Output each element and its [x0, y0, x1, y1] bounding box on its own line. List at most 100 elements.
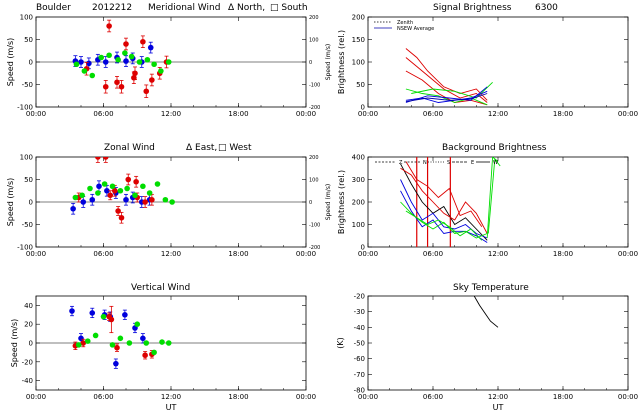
vertical-title: Vertical Wind [131, 283, 190, 293]
meridional-point [102, 83, 109, 90]
background-xtick-label: 00:00 [358, 250, 378, 258]
zonal-point [80, 199, 87, 205]
zonal-right-ytick-label: 0 [309, 200, 312, 206]
meridional-point [165, 59, 172, 65]
background-ytick-label: 100 [352, 221, 365, 229]
meridional-point [89, 72, 96, 79]
meridional-point [147, 44, 154, 51]
meridional-ylabel: Speed (m/s) [6, 38, 15, 87]
background-ytick-label: 400 [352, 154, 365, 162]
background-brightness-panel: Background Brightness Brightness (rel.) … [337, 143, 638, 258]
background-marks [400, 157, 501, 247]
signal-ytick-label: 150 [352, 36, 365, 44]
vertical-point [69, 308, 75, 314]
background-ytick-label: 0 [361, 244, 365, 252]
zonal-point [111, 187, 118, 194]
vertical-xtick-label: 18:00 [228, 393, 248, 401]
meridional-point [115, 56, 121, 63]
sky-plot-area: 00:00 06:00 12:00 18:00 00:00-80-70-60-50-40… [354, 293, 639, 402]
background-ytick-label: 200 [352, 199, 365, 207]
background-frame [367, 156, 629, 248]
zonal-point [79, 192, 85, 199]
vertical-point [84, 338, 91, 344]
legend-s-label: S [447, 160, 450, 166]
meridional-xtick-label: 00:00 [296, 110, 316, 118]
zonal-ytick-label: 0 [29, 199, 33, 207]
meridional-point [106, 23, 112, 29]
zonal-point [124, 185, 130, 192]
vertical-marks [69, 305, 172, 369]
signal-series-line [411, 81, 493, 99]
meridional-ytick-label: 100 [20, 14, 33, 22]
zonal-point [123, 196, 129, 203]
signal-xtick-label: 00:00 [618, 110, 638, 118]
vertical-ytick-label: 40 [24, 302, 33, 310]
signal-ytick-label: 0 [361, 104, 365, 112]
zonal-point [96, 183, 102, 190]
legend-nsew-label: NSEW Average [397, 26, 434, 32]
zonal-ytick-label: -50 [22, 221, 33, 229]
vertical-point [80, 340, 87, 346]
zonal-xtick-label: 00:00 [296, 250, 316, 258]
sky-xtick-label: 00:00 [618, 393, 638, 401]
vertical-point [100, 313, 107, 320]
zonal-right-ytick-label: 100 [309, 178, 319, 184]
background-xtick-label: 12:00 [488, 250, 508, 258]
vertical-ytick-label: -20 [22, 358, 33, 366]
meridional-legend-south: □ South [270, 3, 308, 13]
vertical-point [109, 342, 116, 348]
x-axis-label-left: UT [166, 403, 177, 412]
meridional-point [123, 41, 129, 47]
zonal-marks [70, 157, 175, 224]
legend-n-label: N [423, 160, 427, 166]
sky-ytick-label: -50 [354, 340, 365, 348]
zonal-point [169, 199, 175, 205]
meridional-xtick-label: 00:00 [26, 110, 46, 118]
vertical-ytick-label: 20 [24, 321, 33, 329]
vertical-point [159, 339, 165, 345]
zonal-ytick-label: 50 [24, 176, 33, 184]
sky-xtick-label: 06:00 [423, 393, 443, 401]
signal-title: Signal Brightness [433, 3, 512, 13]
meridional-plot-area: 00:00 06:00 12:00 18:00 00:00-100-50050100-2… [17, 14, 320, 119]
zonal-legend-east: Δ East, [186, 143, 217, 153]
zonal-point [140, 183, 146, 190]
meridional-xtick-label: 12:00 [161, 110, 181, 118]
vertical-point [143, 340, 150, 346]
meridional-xtick-label: 18:00 [228, 110, 248, 118]
title-site: Boulder [36, 3, 71, 13]
zonal-point [149, 196, 155, 203]
background-series-line [486, 157, 499, 239]
meridional-right-ylabel: Speed (m/s) [325, 44, 332, 80]
meridional-ytick-label: -50 [22, 81, 33, 89]
zonal-point [142, 199, 148, 205]
zonal-xtick-label: 00:00 [26, 250, 46, 258]
meridional-point [140, 38, 146, 45]
vertical-xtick-label: 12:00 [161, 393, 181, 401]
meridional-point [118, 83, 125, 90]
meridional-wind-panel: Boulder 2012212 Meridional Wind Δ North,… [6, 3, 332, 118]
sky-frame [367, 295, 629, 391]
vertical-point [113, 360, 119, 367]
signal-xtick-label: 18:00 [553, 110, 573, 118]
signal-wavelength: 6300 [535, 3, 558, 13]
meridional-marks [72, 19, 172, 98]
sky-xtick-label: 12:00 [488, 393, 508, 401]
zonal-ytick-label: -100 [17, 244, 33, 252]
meridional-point [143, 88, 150, 95]
background-xtick-label: 18:00 [553, 250, 573, 258]
signal-xtick-label: 12:00 [488, 110, 508, 118]
vertical-plot-area: 00:00 06:00 12:00 18:00 00:00 -40 -20 0 20 40 [22, 295, 316, 401]
zonal-xtick-label: 06:00 [93, 250, 113, 258]
signal-series-line [405, 88, 488, 106]
meridional-point [144, 56, 151, 63]
zonal-point [125, 176, 132, 183]
background-legend: Z N S E W [375, 160, 498, 166]
vertical-point [151, 349, 157, 356]
vertical-point [92, 332, 99, 339]
sky-xtick-label: 00:00 [358, 393, 378, 401]
signal-legend: Zenith NSEW Average [374, 20, 434, 32]
vertical-ytick-label: 0 [29, 340, 33, 348]
